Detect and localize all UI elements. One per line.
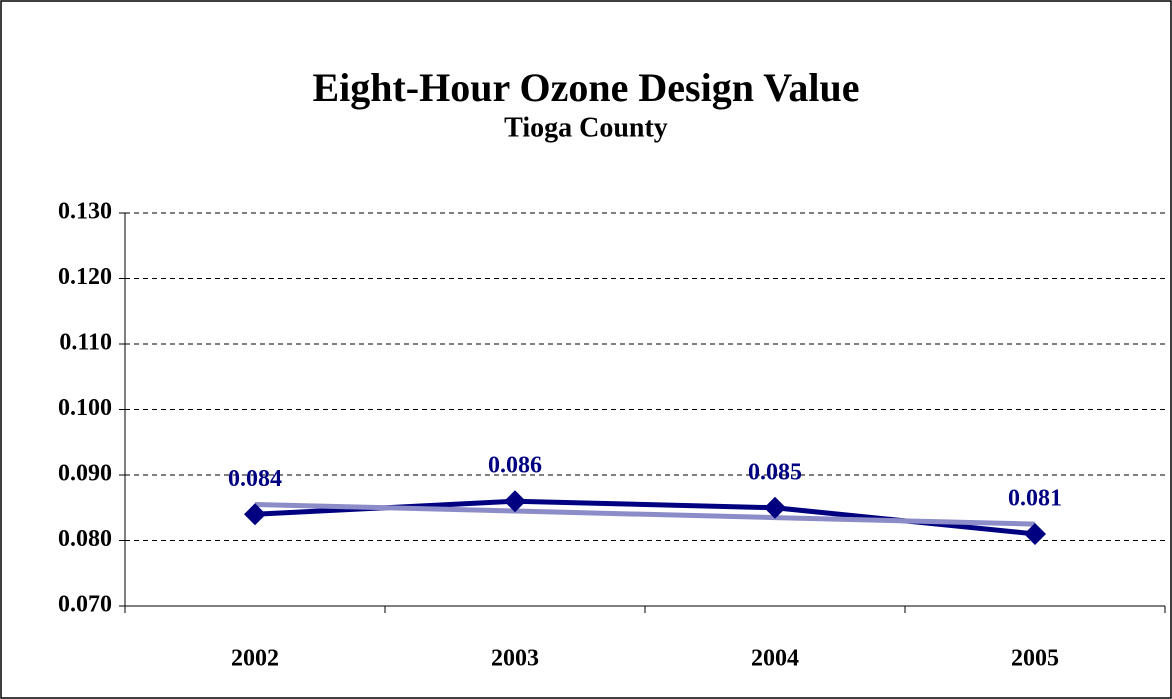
y-tick-label: 0.120: [58, 264, 112, 290]
y-tick-label: 0.130: [58, 199, 112, 225]
marker: [244, 503, 266, 526]
marker: [504, 490, 526, 513]
marker: [1024, 522, 1046, 545]
chart-title: Eight-Hour Ozone Design Value: [312, 65, 859, 110]
marker: [764, 496, 786, 519]
data-label: 0.085: [748, 459, 802, 485]
data-label: 0.086: [488, 453, 542, 479]
x-tick-label: 2002: [231, 646, 279, 672]
data-label: 0.084: [228, 466, 282, 492]
data-label: 0.081: [1008, 485, 1062, 511]
y-tick-label: 0.070: [58, 592, 112, 618]
chart-subtitle: Tioga County: [504, 112, 668, 143]
y-tick-label: 0.110: [59, 330, 112, 356]
y-tick-label: 0.100: [58, 395, 112, 421]
x-tick-label: 2005: [1011, 646, 1059, 672]
x-tick-label: 2004: [751, 646, 799, 672]
trend-line: [254, 501, 1036, 527]
x-tick-label: 2003: [491, 646, 539, 672]
y-tick-label: 0.080: [58, 526, 112, 552]
y-tick-label: 0.090: [58, 461, 112, 487]
